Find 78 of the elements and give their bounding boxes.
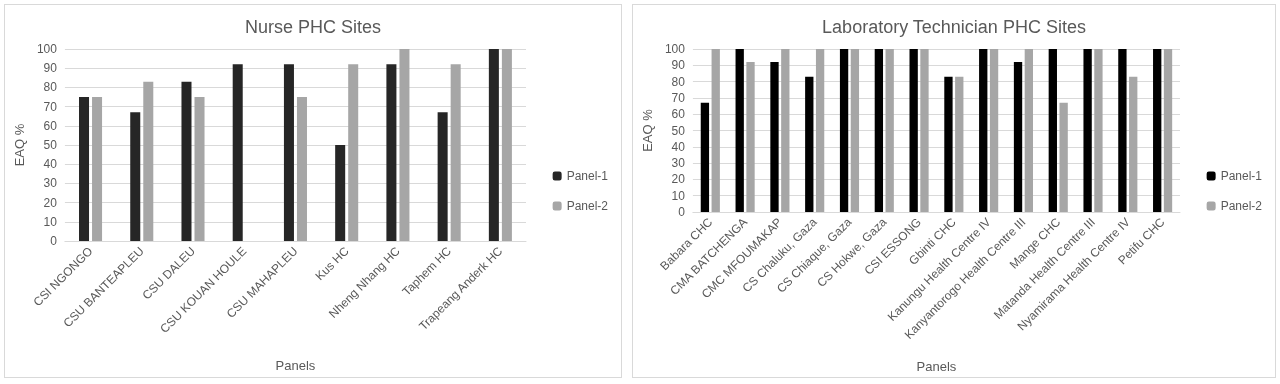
bar: [450, 64, 461, 241]
bar: [711, 49, 720, 212]
y-tick-label: 60: [43, 118, 58, 133]
bar: [194, 97, 205, 241]
y-tick-label: 80: [43, 80, 58, 95]
bar: [955, 76, 964, 212]
bar: [1118, 49, 1127, 212]
bar: [885, 49, 894, 212]
y-tick-label: 100: [664, 42, 686, 56]
y-tick-label: 80: [671, 74, 686, 89]
bar: [386, 64, 397, 241]
legend-label: Panel-1: [1220, 169, 1263, 183]
chart-title: Nurse PHC Sites: [244, 17, 382, 37]
bar: [839, 49, 849, 212]
bar: [348, 64, 359, 241]
y-tick-label: 20: [671, 172, 686, 187]
bar: [283, 64, 294, 241]
y-tick-label: 70: [43, 99, 58, 114]
legend-label: Panel-2: [1220, 199, 1263, 213]
legend-label: Panel-2: [566, 199, 609, 213]
bar: [437, 112, 448, 241]
y-tick-label: 30: [43, 176, 58, 191]
bar: [79, 97, 90, 241]
bar: [143, 81, 154, 241]
bar: [909, 49, 918, 212]
bar: [735, 49, 744, 212]
bar: [700, 102, 710, 212]
bar: [1024, 49, 1034, 212]
y-tick-label: 30: [671, 156, 686, 171]
y-tick-label: 10: [43, 214, 58, 229]
y-tick-label: 90: [671, 58, 686, 73]
bar: [130, 112, 141, 241]
y-tick-label: 50: [671, 123, 686, 138]
bar: [488, 49, 499, 241]
bar: [979, 49, 988, 212]
bar: [1083, 49, 1092, 212]
bar: [1013, 62, 1023, 212]
bar: [781, 49, 790, 212]
bar: [815, 49, 825, 212]
bar: [770, 62, 779, 212]
x-axis-title: Panels: [916, 359, 957, 374]
bar: [1059, 102, 1068, 212]
bar: [1048, 49, 1057, 212]
y-tick-label: 90: [43, 61, 58, 76]
y-tick-label: 20: [43, 195, 58, 210]
bar: [874, 49, 884, 212]
legend-label: Panel-1: [566, 169, 609, 183]
y-tick-label: 10: [671, 188, 686, 203]
bar: [296, 97, 307, 241]
bar: [399, 49, 410, 241]
y-tick-label: 40: [43, 157, 58, 172]
y-tick-label: 60: [671, 107, 686, 122]
bar: [335, 145, 346, 241]
y-tick-label: 0: [50, 234, 58, 248]
bar: [1129, 76, 1138, 212]
y-tick-label: 40: [671, 139, 686, 154]
x-tick-label: Kus HC: [312, 243, 352, 284]
bar: [181, 81, 192, 241]
x-axis-title: Panels: [275, 358, 316, 373]
y-tick-label: 100: [36, 42, 58, 56]
y-tick-label: 0: [678, 205, 686, 219]
y-tick-label: 50: [43, 138, 58, 152]
bar: [1094, 49, 1103, 212]
bar: [805, 76, 814, 212]
bar: [989, 49, 999, 212]
bar: [920, 49, 929, 212]
chart-title: Laboratory Technician PHC Sites: [822, 17, 1086, 37]
bar: [92, 97, 103, 241]
y-axis-title: EAQ %: [12, 123, 27, 167]
bar: [501, 49, 512, 241]
y-axis-title: EAQ %: [640, 108, 655, 152]
bar: [1153, 49, 1162, 212]
bar: [1163, 49, 1173, 212]
y-tick-label: 70: [671, 90, 686, 105]
bar: [232, 64, 243, 241]
bar: [850, 49, 860, 212]
bar: [746, 62, 755, 212]
bar: [944, 76, 953, 212]
